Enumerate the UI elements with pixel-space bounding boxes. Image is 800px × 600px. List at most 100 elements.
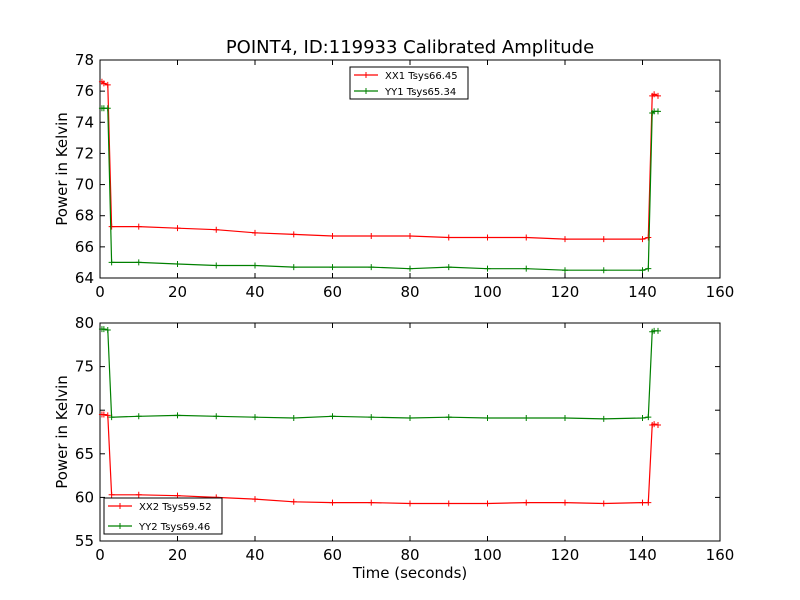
top-x-tick-label: 160 bbox=[706, 283, 735, 301]
bottom-series-1-point bbox=[600, 500, 607, 507]
top-legend-label-2: YY1 Tsys65.34 bbox=[384, 87, 456, 98]
top-series-1-point bbox=[407, 232, 413, 239]
top-series-1-point bbox=[213, 226, 220, 233]
top-series-1-point bbox=[368, 232, 375, 239]
bottom-subplot: 0 20 40 60 80 100 120 140 160 55 60 65 70 75 80 Power … bbox=[53, 314, 734, 582]
bottom-series-1-point bbox=[104, 412, 111, 419]
top-series-1-point bbox=[135, 223, 142, 230]
top-series-1-point bbox=[445, 234, 452, 241]
bottom-series-1-point bbox=[100, 411, 107, 418]
top-series-1-point bbox=[645, 234, 652, 241]
bottom-series-2-point bbox=[329, 413, 336, 420]
bottom-series-2-point bbox=[135, 413, 142, 420]
top-legend-marker-1 bbox=[363, 72, 369, 78]
top-series-1-point bbox=[651, 91, 658, 98]
bottom-series-line-1 bbox=[101, 414, 659, 505]
top-y-tick-label: 78 bbox=[75, 51, 94, 69]
top-series-line-2 bbox=[101, 107, 658, 271]
bottom-series-2-point bbox=[655, 327, 661, 334]
top-series-2-point bbox=[368, 264, 375, 271]
bottom-x-tick-label: 160 bbox=[706, 546, 735, 564]
top-series-2-point bbox=[655, 108, 661, 115]
top-series-2-point bbox=[252, 262, 258, 269]
top-series-2-point bbox=[645, 265, 652, 272]
top-series-1-point bbox=[639, 236, 646, 243]
bottom-legend: XX2 Tsys59.52 YY2 Tsys69.46 bbox=[103, 497, 223, 535]
top-y-tick-label: 74 bbox=[75, 113, 94, 131]
bottom-series-1-point bbox=[407, 500, 413, 507]
top-series-2-point bbox=[104, 105, 111, 112]
bottom-legend-marker-2 bbox=[117, 523, 123, 529]
bottom-series-2-point bbox=[213, 413, 220, 420]
top-y-tick-label: 70 bbox=[75, 176, 94, 194]
bottom-series-2-point bbox=[108, 414, 115, 421]
bottom-x-axis-label: Time (seconds) bbox=[352, 564, 468, 582]
top-series-2-point bbox=[523, 265, 530, 272]
bottom-y-tick-label: 55 bbox=[75, 532, 94, 550]
top-series-1-point bbox=[108, 223, 115, 230]
top-series-1-point bbox=[329, 232, 336, 239]
bottom-x-tick-label: 140 bbox=[628, 546, 657, 564]
top-x-tick-label: 20 bbox=[168, 283, 187, 301]
bottom-ticks-group: 0 20 40 60 80 100 120 140 160 55 60 65 70 75 80 bbox=[75, 314, 734, 564]
top-x-tick-label: 140 bbox=[628, 283, 657, 301]
top-series-1-point bbox=[600, 236, 607, 243]
top-series-1-point bbox=[484, 234, 491, 241]
bottom-series-1-point bbox=[329, 499, 336, 506]
top-subplot: 0 20 40 60 80 100 120 140 160 64 66 68 70 72 74 76 78 Po… bbox=[53, 51, 734, 301]
bottom-series-2-point bbox=[174, 412, 181, 419]
bottom-series-1-point bbox=[639, 499, 646, 506]
top-series-1-point bbox=[104, 81, 111, 88]
top-series-1-point bbox=[252, 229, 258, 236]
top-series-2-point bbox=[108, 259, 115, 266]
top-series-2-point bbox=[484, 265, 491, 272]
bottom-series-2-point bbox=[100, 326, 107, 333]
bottom-y-tick-label: 60 bbox=[75, 488, 94, 506]
bottom-series-line-2 bbox=[101, 328, 658, 420]
top-x-tick-label: 100 bbox=[473, 283, 502, 301]
bottom-series-1-point bbox=[252, 496, 258, 503]
top-x-tick-label: 80 bbox=[400, 283, 419, 301]
top-series-2-point bbox=[639, 267, 646, 274]
top-y-tick-label: 68 bbox=[75, 207, 94, 225]
top-legend: XX1 Tsys66.45 YY1 Tsys65.34 bbox=[349, 66, 469, 100]
top-y-tick-label: 66 bbox=[75, 238, 94, 256]
bottom-series-1-point bbox=[368, 499, 375, 506]
top-series-line-1 bbox=[101, 81, 659, 240]
bottom-series-2-point bbox=[645, 414, 652, 421]
bottom-series-1-point bbox=[484, 500, 491, 507]
bottom-y-tick-label: 75 bbox=[75, 358, 94, 376]
bottom-x-tick-label: 40 bbox=[245, 546, 264, 564]
bottom-series-2-point bbox=[368, 414, 375, 421]
top-series-2-point bbox=[174, 260, 181, 267]
bottom-x-tick-label: 100 bbox=[473, 546, 502, 564]
top-series-2-point bbox=[445, 264, 452, 271]
bottom-x-tick-label: 80 bbox=[400, 546, 419, 564]
bottom-x-tick-label: 60 bbox=[323, 546, 342, 564]
bottom-series-2-point bbox=[252, 414, 258, 421]
top-y-tick-label: 72 bbox=[75, 144, 94, 162]
top-legend-label-1: XX1 Tsys66.45 bbox=[385, 71, 458, 82]
bottom-series-group bbox=[98, 326, 661, 507]
top-series-2-point bbox=[600, 267, 607, 274]
bottom-legend-label-2: YY2 Tsys69.46 bbox=[138, 522, 210, 533]
top-series-1-point bbox=[174, 225, 181, 232]
bottom-x-tick-label: 20 bbox=[168, 546, 187, 564]
top-ticks-group: 0 20 40 60 80 100 120 140 160 64 66 68 70 72 74 76 78 bbox=[75, 51, 734, 301]
bottom-series-1-point bbox=[445, 500, 452, 507]
bottom-series-1-point bbox=[562, 499, 568, 506]
bottom-y-tick-label: 70 bbox=[75, 401, 94, 419]
top-legend-marker-2 bbox=[363, 88, 369, 94]
bottom-y-axis-label: Power in Kelvin bbox=[53, 375, 71, 489]
bottom-y-tick-label: 65 bbox=[75, 445, 94, 463]
bottom-series-2-point bbox=[484, 415, 491, 422]
top-series-2-point bbox=[407, 265, 413, 272]
top-series-1-point bbox=[523, 234, 530, 241]
top-y-tick-label: 64 bbox=[75, 269, 94, 287]
bottom-legend-box bbox=[103, 497, 223, 535]
bottom-series-2-point bbox=[290, 415, 297, 422]
bottom-legend-marker-1 bbox=[117, 503, 123, 509]
top-x-tick-label: 60 bbox=[323, 283, 342, 301]
top-series-2-point bbox=[135, 259, 142, 266]
bottom-series-2-point bbox=[523, 415, 530, 422]
